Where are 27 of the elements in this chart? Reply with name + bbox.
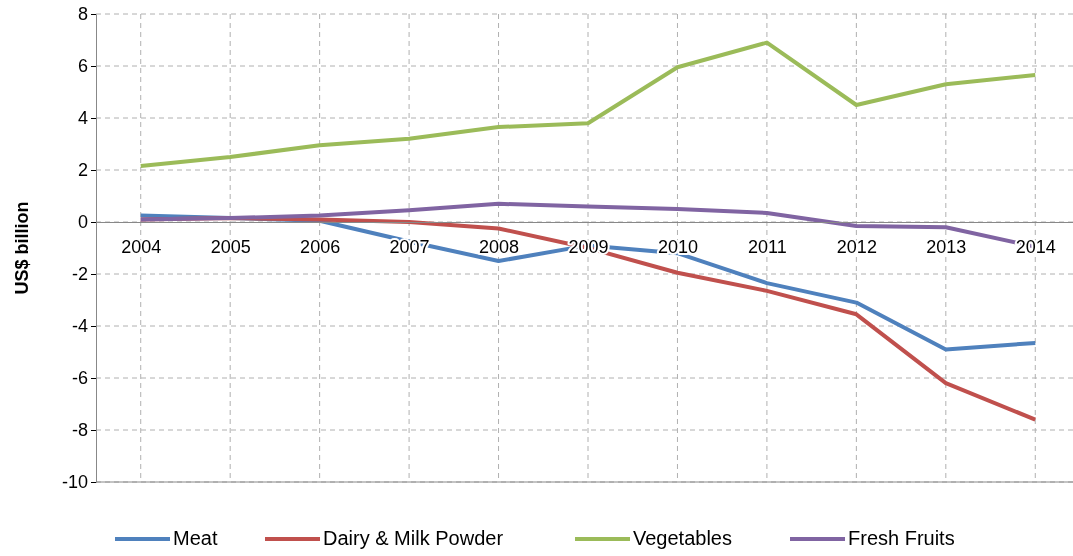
- y-tick-label: -4: [71, 316, 88, 337]
- legend-label: Dairy & Milk Powder: [323, 527, 504, 549]
- legend-label: Vegetables: [633, 527, 732, 549]
- y-tick-label: 4: [77, 108, 88, 129]
- x-tick-label: 2010: [657, 236, 698, 257]
- x-tick-label: 2014: [1015, 236, 1056, 257]
- legend-label: Fresh Fruits: [848, 527, 955, 549]
- x-tick-label: 2013: [926, 236, 967, 257]
- x-tick-label: 2009: [568, 236, 609, 257]
- x-tick-label: 2006: [300, 236, 341, 257]
- y-tick-label: 2: [77, 160, 88, 181]
- x-tick-label: 2008: [479, 236, 520, 257]
- x-tick-label: 2007: [389, 236, 430, 257]
- y-tick-label: 6: [77, 56, 88, 77]
- line-series: [138, 40, 1038, 169]
- y-tick-label: 8: [77, 4, 88, 25]
- y-tick-label: -8: [71, 420, 88, 441]
- legend-label: Meat: [173, 527, 218, 549]
- x-tick-label: 2005: [210, 236, 251, 257]
- y-tick-label: -10: [61, 472, 88, 493]
- x-tick-label: 2012: [836, 236, 877, 257]
- x-tick-label: 2011: [748, 236, 787, 257]
- y-tick-label: 0: [77, 212, 88, 233]
- y-tick-label: -6: [71, 368, 88, 389]
- y-tick-label: -2: [71, 264, 88, 285]
- x-tick-label: 2004: [121, 236, 162, 257]
- y-axis-title: US$ billion: [12, 201, 32, 295]
